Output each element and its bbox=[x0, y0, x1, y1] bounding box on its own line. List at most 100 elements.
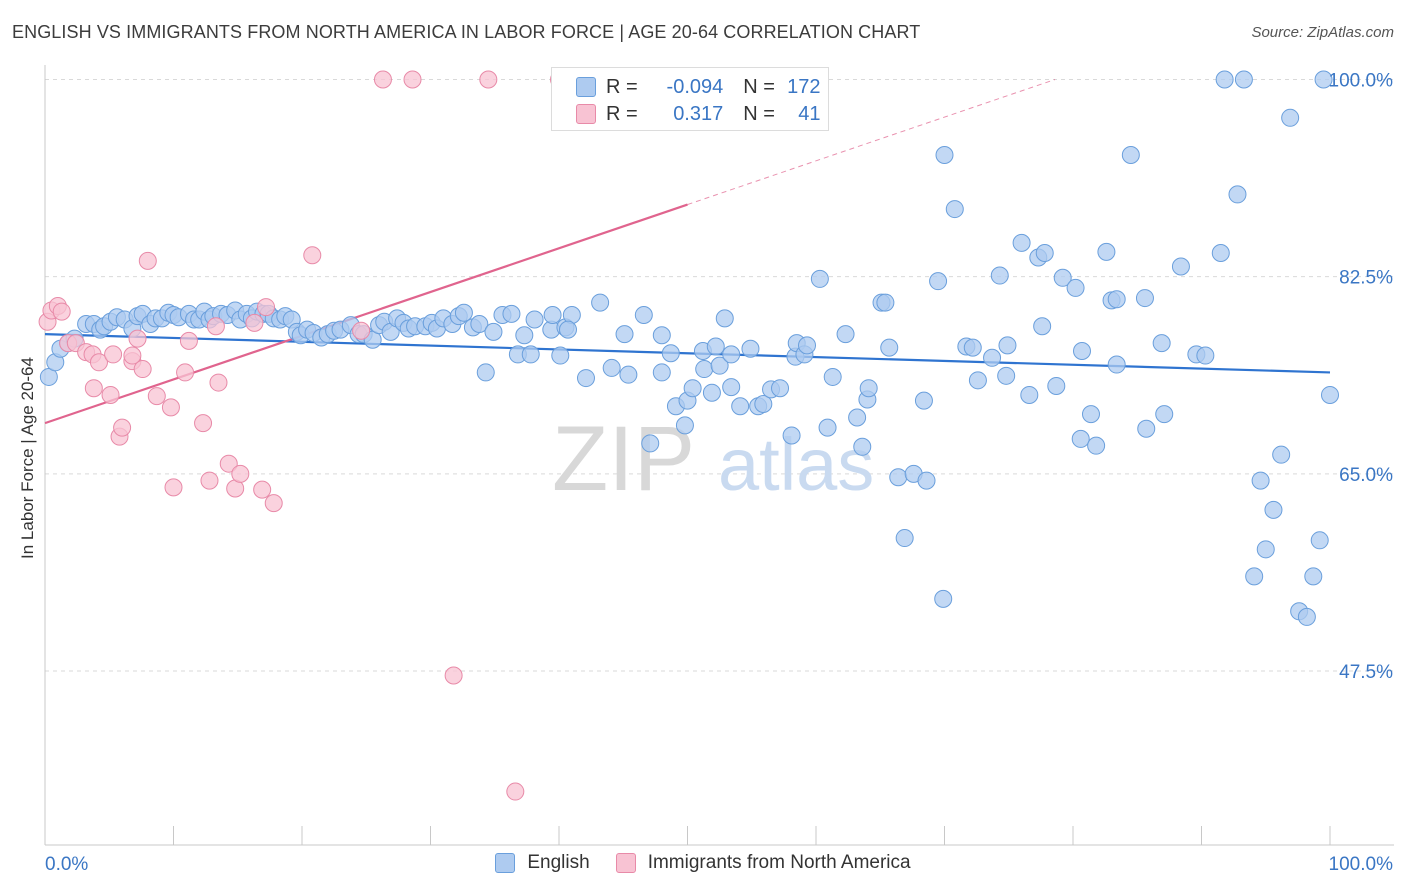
english-point bbox=[1020, 385, 1039, 404]
english-point bbox=[1264, 500, 1283, 519]
immigrant-point bbox=[403, 70, 422, 89]
english-point bbox=[652, 326, 671, 345]
legend-item-immigrants: Immigrants from North America bbox=[615, 852, 911, 874]
english-point bbox=[1215, 70, 1234, 89]
english-n-value: 172 bbox=[787, 75, 821, 98]
english-point bbox=[1033, 317, 1052, 336]
english-point bbox=[983, 348, 1002, 367]
english-point bbox=[929, 272, 948, 291]
immigrant-point bbox=[253, 480, 272, 499]
grid-lines bbox=[45, 79, 1394, 672]
immigrant-point bbox=[219, 454, 238, 473]
immigrants-r-value: 0.317 bbox=[673, 102, 724, 125]
english-point bbox=[470, 314, 489, 333]
english-point bbox=[1310, 531, 1329, 550]
immigrant-point bbox=[52, 302, 71, 321]
immigrants-swatch bbox=[576, 104, 596, 124]
english-point bbox=[1171, 257, 1190, 276]
immigrant-point bbox=[257, 298, 276, 317]
english-point bbox=[771, 379, 790, 398]
immigrant-point bbox=[123, 346, 142, 365]
english-point bbox=[990, 266, 1009, 285]
tick-labels: 47.5% 65.0% 82.5% 100.0% 0.0% 100.0% bbox=[45, 71, 1393, 876]
data-points bbox=[38, 70, 1339, 801]
immigrant-point bbox=[176, 363, 195, 382]
immigrant-point bbox=[264, 494, 283, 513]
english-point bbox=[1072, 342, 1091, 361]
immigrant-point bbox=[209, 373, 228, 392]
english-point bbox=[1137, 419, 1156, 438]
immigrant-point bbox=[194, 414, 213, 433]
english-point bbox=[661, 344, 680, 363]
y-tick-label: 82.5% bbox=[1339, 268, 1393, 289]
english-point bbox=[702, 383, 721, 402]
n-label: N = bbox=[743, 75, 775, 98]
y-tick-label: 65.0% bbox=[1339, 465, 1393, 486]
english-point bbox=[1035, 244, 1054, 263]
immigrant-point bbox=[128, 329, 147, 348]
immigrant-point bbox=[179, 331, 198, 350]
english-point bbox=[810, 269, 829, 288]
immigrant-point bbox=[164, 478, 183, 497]
english-point bbox=[1196, 346, 1215, 365]
english-point bbox=[935, 145, 954, 164]
immigrant-point bbox=[104, 345, 123, 364]
immigrant-point bbox=[303, 246, 322, 265]
english-point bbox=[876, 293, 895, 312]
english-point bbox=[1314, 70, 1333, 89]
english-point bbox=[1135, 289, 1154, 308]
immigrant-point bbox=[133, 360, 152, 379]
immigrant-point bbox=[84, 379, 103, 398]
english-point bbox=[515, 326, 534, 345]
english-point bbox=[818, 418, 837, 437]
english-point bbox=[641, 434, 660, 453]
english-point bbox=[722, 345, 741, 364]
english-point bbox=[715, 309, 734, 328]
immigrant-point bbox=[231, 464, 250, 483]
legend-row-immigrants: R = 0.317 N = 41 bbox=[576, 101, 821, 127]
english-point bbox=[1081, 405, 1100, 424]
english-point bbox=[836, 325, 855, 344]
immigrants-trend-extension bbox=[687, 79, 1056, 206]
english-point bbox=[782, 426, 801, 445]
immigrant-point bbox=[444, 666, 463, 685]
english-point bbox=[675, 416, 694, 435]
english-point bbox=[754, 394, 773, 413]
english-point bbox=[963, 338, 982, 357]
immigrant-point bbox=[206, 317, 225, 336]
r-label: R = bbox=[606, 102, 638, 125]
source-credit: Source: ZipAtlas.com bbox=[1251, 24, 1394, 41]
english-point bbox=[1071, 429, 1090, 448]
english-point bbox=[1281, 108, 1300, 127]
english-point bbox=[521, 345, 540, 364]
english-point bbox=[998, 336, 1017, 355]
english-legend-label: English bbox=[527, 852, 590, 873]
english-point bbox=[543, 305, 562, 324]
y-tick-label: 100.0% bbox=[1329, 71, 1394, 92]
immigrant-point bbox=[200, 471, 219, 490]
english-point bbox=[683, 379, 702, 398]
english-point bbox=[859, 379, 878, 398]
english-point bbox=[853, 437, 872, 456]
english-point bbox=[1321, 385, 1339, 404]
english-point bbox=[1251, 471, 1270, 490]
immigrant-point bbox=[113, 418, 132, 437]
english-point bbox=[1211, 244, 1230, 263]
english-point bbox=[1234, 70, 1253, 89]
immigrants-n-value: 41 bbox=[798, 102, 821, 125]
english-point bbox=[634, 305, 653, 324]
english-point bbox=[1066, 278, 1085, 297]
english-point bbox=[1097, 242, 1116, 261]
english-point bbox=[476, 363, 495, 382]
english-point bbox=[1012, 233, 1031, 252]
english-point bbox=[968, 371, 987, 390]
english-point bbox=[1087, 436, 1106, 455]
english-point bbox=[576, 369, 595, 388]
immigrant-point bbox=[245, 313, 264, 332]
english-point bbox=[731, 397, 750, 416]
english-point bbox=[1228, 185, 1247, 204]
english-point bbox=[591, 293, 610, 312]
english-point bbox=[1297, 607, 1316, 626]
immigrant-point bbox=[352, 321, 371, 340]
english-point bbox=[1107, 290, 1126, 309]
